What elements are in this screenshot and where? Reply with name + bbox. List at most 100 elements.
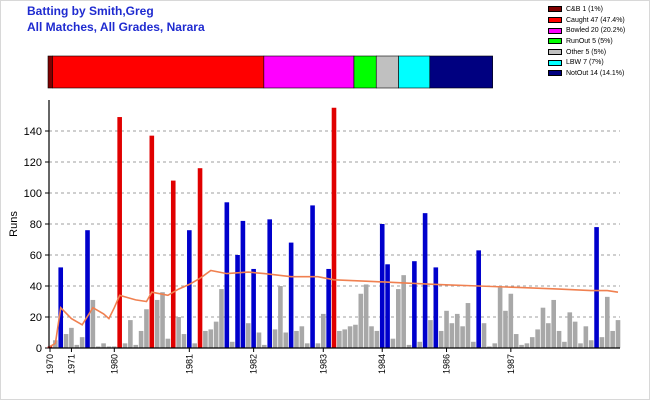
x-tick-label: 1984 xyxy=(377,354,387,374)
bar xyxy=(551,299,556,348)
chart-subtitle: All Matches, All Grades, Narara xyxy=(27,20,205,34)
x-tick-label: 1986 xyxy=(442,354,452,374)
bar xyxy=(369,326,374,348)
legend-label: NotOut 14 (14.1%) xyxy=(566,69,625,77)
x-tick-label: 1987 xyxy=(506,354,516,374)
legend-label: Bowled 20 (20.2%) xyxy=(566,27,626,35)
bar xyxy=(465,303,471,348)
bar xyxy=(556,330,562,348)
bar xyxy=(454,313,460,348)
bar xyxy=(213,321,219,348)
bar xyxy=(503,310,508,348)
y-tick-label: 0 xyxy=(36,343,42,355)
bar xyxy=(599,337,605,348)
bar xyxy=(181,334,187,348)
bar xyxy=(567,312,573,348)
legend-swatch xyxy=(548,38,562,45)
bar xyxy=(519,344,524,348)
bar xyxy=(144,309,149,348)
legend-item: LBW 7 (7%) xyxy=(548,57,625,68)
bar xyxy=(588,340,594,348)
bar xyxy=(449,323,455,348)
bar xyxy=(128,320,133,348)
bar xyxy=(267,219,272,348)
legend-swatch xyxy=(548,70,562,77)
share-segment-other xyxy=(375,55,399,89)
bar xyxy=(342,329,348,348)
legend-item: RunOut 5 (5%) xyxy=(548,36,625,47)
bar xyxy=(497,287,503,348)
bar xyxy=(138,330,144,348)
bar xyxy=(154,299,160,348)
bar xyxy=(315,343,321,348)
legend-swatch xyxy=(548,27,562,34)
bar xyxy=(562,341,567,348)
bar xyxy=(63,334,69,348)
bar xyxy=(69,327,74,348)
bar xyxy=(331,107,337,348)
bar xyxy=(604,296,610,348)
bar xyxy=(240,220,246,348)
x-tick-label: 1981 xyxy=(184,354,194,374)
bar xyxy=(278,286,283,348)
legend-swatch xyxy=(548,6,562,13)
legend-item: C&B 1 (1%) xyxy=(548,4,625,15)
bar xyxy=(197,168,203,348)
y-tick-label: 100 xyxy=(24,188,42,200)
legend-label: LBW 7 (7%) xyxy=(566,59,604,67)
bar xyxy=(363,284,369,348)
bar xyxy=(288,242,294,348)
bar xyxy=(492,343,498,348)
y-tick-label: 20 xyxy=(30,312,42,324)
share-segment-caught xyxy=(52,55,265,89)
bar xyxy=(487,346,492,348)
share-segment-runout xyxy=(353,55,377,89)
legend-label: C&B 1 (1%) xyxy=(566,5,603,13)
bar xyxy=(529,337,535,348)
legend-label: Other 5 (5%) xyxy=(566,48,607,56)
share-segment-lbw xyxy=(398,55,431,89)
bar xyxy=(578,343,583,348)
bar xyxy=(122,343,128,348)
bar xyxy=(401,275,406,348)
bar xyxy=(235,255,240,348)
y-axis-label: Runs xyxy=(8,211,20,237)
legend: C&B 1 (1%) Caught 47 (47.4%) Bowled 20 (20… xyxy=(548,4,625,79)
bar xyxy=(374,330,380,348)
bar xyxy=(438,330,444,348)
bar xyxy=(572,321,578,348)
bar xyxy=(433,267,439,348)
bar xyxy=(444,310,449,348)
bar xyxy=(406,344,412,348)
bar xyxy=(508,293,514,348)
bar xyxy=(320,313,326,348)
bar xyxy=(396,289,401,348)
bar xyxy=(540,307,546,348)
bar xyxy=(112,346,117,348)
bar xyxy=(176,317,181,348)
bar xyxy=(615,320,621,348)
y-tick-label: 60 xyxy=(30,250,42,262)
bar xyxy=(95,346,101,348)
bar xyxy=(133,344,139,348)
bar xyxy=(294,330,299,348)
bar xyxy=(256,332,262,348)
bar xyxy=(208,329,214,348)
legend-swatch xyxy=(548,17,562,24)
bar xyxy=(460,326,465,348)
chart-title: Batting by Smith,Greg xyxy=(27,4,154,18)
bar xyxy=(347,326,353,348)
bar xyxy=(187,230,192,348)
share-segment-cb xyxy=(47,55,53,89)
bar xyxy=(160,292,165,348)
bar xyxy=(299,326,305,348)
bar xyxy=(117,117,122,348)
bar xyxy=(101,343,106,348)
x-tick-label: 1983 xyxy=(318,354,328,374)
bar xyxy=(476,250,481,348)
bar xyxy=(47,346,53,348)
bar xyxy=(192,343,197,348)
y-tick-label: 40 xyxy=(30,281,42,293)
bar xyxy=(412,261,417,348)
